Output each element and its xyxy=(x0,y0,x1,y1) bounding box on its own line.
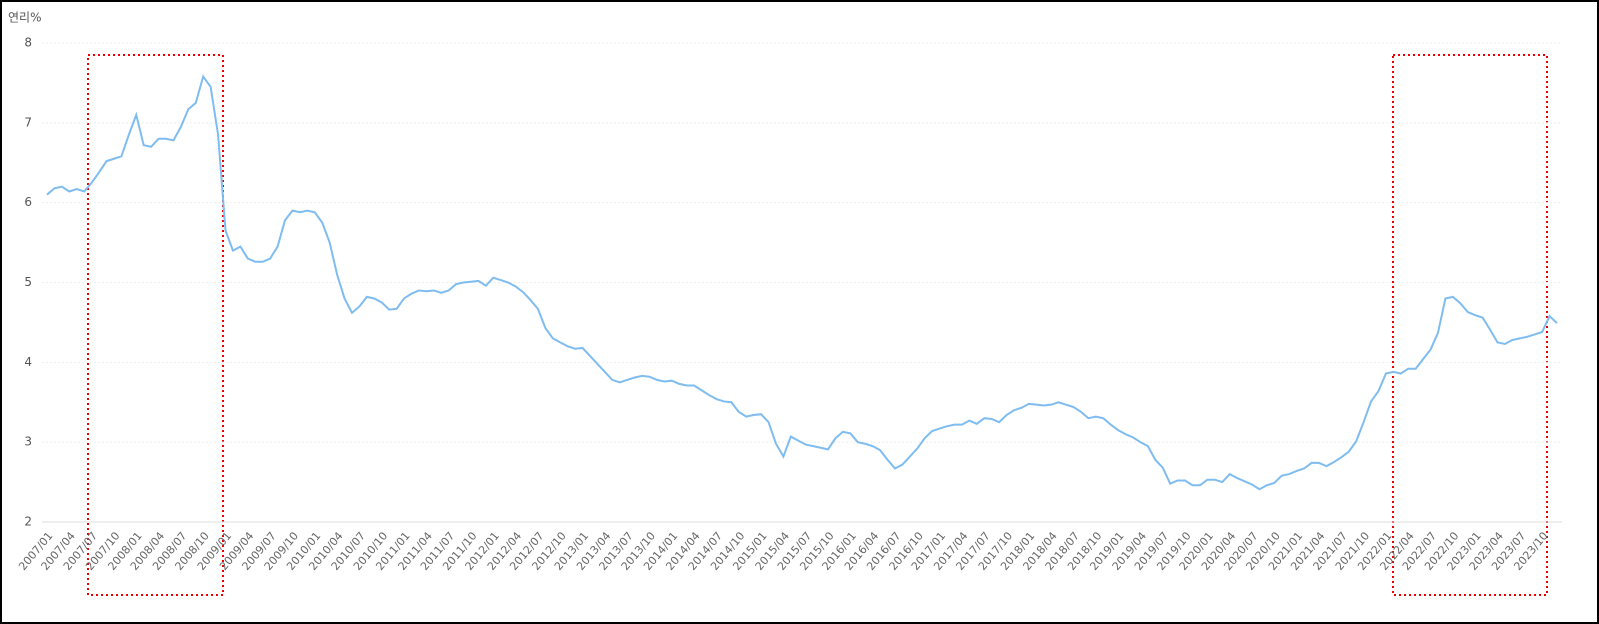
data-line xyxy=(46,74,1558,491)
y-tick-label: 7 xyxy=(24,115,32,129)
y-tick-label: 6 xyxy=(24,195,32,209)
y-tick-label: 3 xyxy=(24,435,32,449)
y-axis-label: 연리% xyxy=(8,11,41,25)
y-tick-label: 8 xyxy=(24,36,32,50)
y-tick-label: 4 xyxy=(24,355,32,369)
highlight-box xyxy=(87,54,224,596)
y-tick-label: 2 xyxy=(24,515,32,529)
highlight-box xyxy=(1392,54,1548,596)
y-tick-label: 5 xyxy=(24,275,32,289)
